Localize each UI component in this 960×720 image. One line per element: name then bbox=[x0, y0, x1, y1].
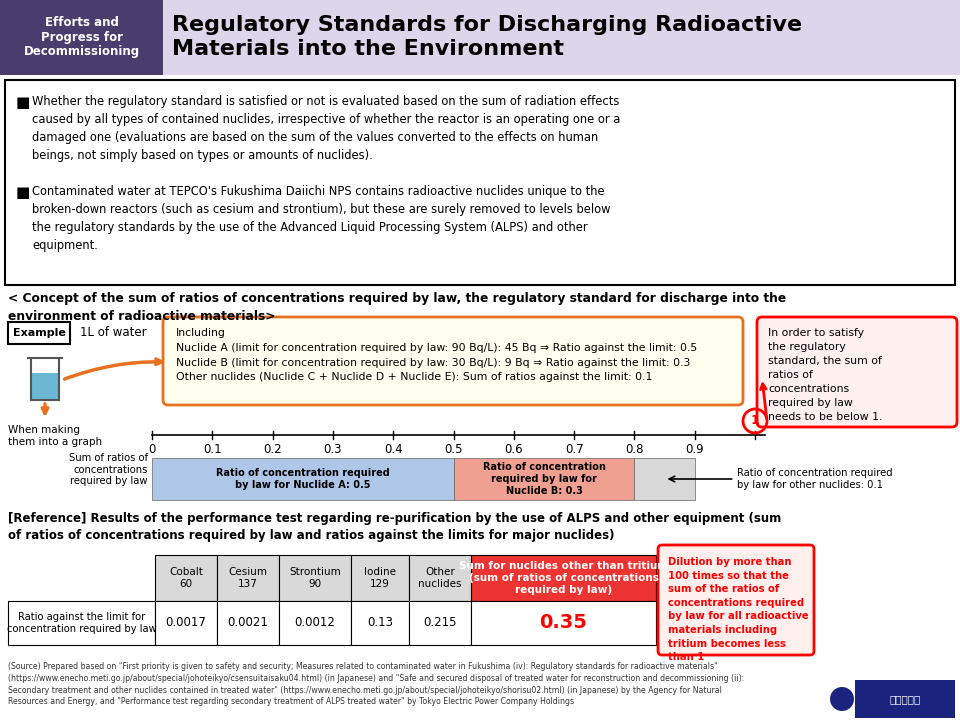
Text: Ratio of concentration required
by law for other nuclides: 0.1: Ratio of concentration required by law f… bbox=[736, 468, 892, 490]
Bar bbox=[351, 601, 409, 645]
Text: 0.0012: 0.0012 bbox=[295, 616, 335, 629]
Bar bbox=[279, 555, 351, 601]
Text: < Concept of the sum of ratios of concentrations required by law, the regulatory: < Concept of the sum of ratios of concen… bbox=[8, 292, 786, 323]
Text: Ratio of concentration required
by law for Nuclide A: 0.5: Ratio of concentration required by law f… bbox=[216, 468, 390, 490]
Bar bbox=[471, 601, 656, 645]
Bar bbox=[453, 458, 635, 500]
Text: Sum of ratios of
concentrations
required by law: Sum of ratios of concentrations required… bbox=[69, 453, 148, 486]
FancyBboxPatch shape bbox=[163, 317, 743, 405]
Text: 1L of water: 1L of water bbox=[80, 326, 147, 340]
Bar bbox=[279, 601, 351, 645]
Text: Sum for nuclides other than tritium
(sum of ratios of concentrations
required by: Sum for nuclides other than tritium (sum… bbox=[459, 562, 668, 595]
Text: 0.9: 0.9 bbox=[685, 443, 704, 456]
Text: Other
nuclides: Other nuclides bbox=[419, 567, 462, 589]
Text: 経済産業省: 経済産業省 bbox=[889, 694, 921, 704]
Text: ■: ■ bbox=[16, 95, 31, 110]
Text: Cobalt
60: Cobalt 60 bbox=[169, 567, 203, 589]
Text: When making
them into a graph: When making them into a graph bbox=[8, 425, 102, 446]
Text: 0.1: 0.1 bbox=[203, 443, 222, 456]
Text: 1: 1 bbox=[751, 415, 759, 428]
Text: 0.13: 0.13 bbox=[367, 616, 393, 629]
Bar bbox=[155, 555, 217, 601]
Bar bbox=[217, 555, 279, 601]
Bar bbox=[32, 373, 59, 400]
Text: [Reference] Results of the performance test regarding re-purification by the use: [Reference] Results of the performance t… bbox=[8, 512, 781, 542]
FancyBboxPatch shape bbox=[658, 545, 814, 655]
Text: 0.35: 0.35 bbox=[540, 613, 588, 632]
Circle shape bbox=[830, 687, 854, 711]
Text: Efforts and
Progress for
Decommissioning: Efforts and Progress for Decommissioning bbox=[24, 16, 140, 58]
Text: (Source) Prepared based on "First priority is given to safety and security; Meas: (Source) Prepared based on "First priori… bbox=[8, 662, 744, 706]
Text: Dilution by more than
100 times so that the
sum of the ratios of
concentrations : Dilution by more than 100 times so that … bbox=[668, 557, 808, 662]
Bar bbox=[855, 680, 955, 718]
Text: Iodine
129: Iodine 129 bbox=[364, 567, 396, 589]
Bar bbox=[163, 0, 960, 75]
Text: Whether the regulatory standard is satisfied or not is evaluated based on the su: Whether the regulatory standard is satis… bbox=[32, 95, 620, 162]
Bar bbox=[351, 555, 409, 601]
Bar bbox=[471, 555, 656, 601]
Text: In order to satisfy
the regulatory
standard, the sum of
ratios of
concentrations: In order to satisfy the regulatory stand… bbox=[768, 328, 882, 422]
Text: 0: 0 bbox=[148, 443, 156, 456]
Bar bbox=[409, 555, 471, 601]
FancyBboxPatch shape bbox=[8, 322, 70, 344]
FancyBboxPatch shape bbox=[757, 317, 957, 427]
Bar bbox=[217, 601, 279, 645]
Text: 0.215: 0.215 bbox=[423, 616, 457, 629]
Bar bbox=[635, 458, 695, 500]
Text: 0.0021: 0.0021 bbox=[228, 616, 269, 629]
Text: 0.2: 0.2 bbox=[263, 443, 282, 456]
Text: 0.5: 0.5 bbox=[444, 443, 463, 456]
Bar bbox=[0, 0, 163, 75]
Text: Regulatory Standards for Discharging Radioactive
Materials into the Environment: Regulatory Standards for Discharging Rad… bbox=[172, 15, 803, 58]
Text: Example: Example bbox=[12, 328, 65, 338]
Text: 0.3: 0.3 bbox=[324, 443, 342, 456]
Text: 0.6: 0.6 bbox=[505, 443, 523, 456]
Bar bbox=[409, 601, 471, 645]
Text: 0.0017: 0.0017 bbox=[165, 616, 206, 629]
Text: Including
Nuclide A (limit for concentration required by law: 90 Bq/L): 45 Bq ⇒ : Including Nuclide A (limit for concentra… bbox=[176, 328, 697, 382]
Text: 0.7: 0.7 bbox=[564, 443, 584, 456]
Bar bbox=[152, 458, 453, 500]
Bar bbox=[5, 80, 955, 285]
Text: Contaminated water at TEPCO's Fukushima Daiichi NPS contains radioactive nuclide: Contaminated water at TEPCO's Fukushima … bbox=[32, 185, 611, 252]
Text: Ratio of concentration
required by law for
Nuclide B: 0.3: Ratio of concentration required by law f… bbox=[483, 462, 606, 495]
Text: Cesium
137: Cesium 137 bbox=[228, 567, 268, 589]
Bar bbox=[8, 601, 155, 645]
Bar bbox=[155, 601, 217, 645]
Text: Strontium
90: Strontium 90 bbox=[289, 567, 341, 589]
Text: 0.4: 0.4 bbox=[384, 443, 402, 456]
Text: ■: ■ bbox=[16, 185, 31, 200]
Text: Ratio against the limit for
concentration required by law: Ratio against the limit for concentratio… bbox=[7, 612, 156, 634]
Text: 0.8: 0.8 bbox=[625, 443, 643, 456]
